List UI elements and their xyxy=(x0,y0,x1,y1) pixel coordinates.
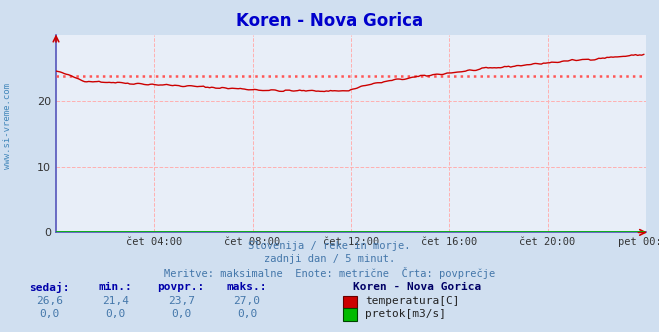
Text: Slovenija / reke in morje.: Slovenija / reke in morje. xyxy=(248,241,411,251)
Text: povpr.:: povpr.: xyxy=(158,282,205,292)
Text: 0,0: 0,0 xyxy=(40,309,59,319)
Text: 23,7: 23,7 xyxy=(168,296,194,306)
Text: zadnji dan / 5 minut.: zadnji dan / 5 minut. xyxy=(264,254,395,264)
Text: 27,0: 27,0 xyxy=(234,296,260,306)
Text: 21,4: 21,4 xyxy=(102,296,129,306)
Text: 26,6: 26,6 xyxy=(36,296,63,306)
Text: Koren - Nova Gorica: Koren - Nova Gorica xyxy=(353,282,481,292)
Text: Meritve: maksimalne  Enote: metrične  Črta: povprečje: Meritve: maksimalne Enote: metrične Črta… xyxy=(164,267,495,279)
Text: 0,0: 0,0 xyxy=(171,309,191,319)
Text: temperatura[C]: temperatura[C] xyxy=(365,296,459,306)
Text: 0,0: 0,0 xyxy=(105,309,125,319)
Text: min.:: min.: xyxy=(98,282,132,292)
Text: sedaj:: sedaj: xyxy=(29,282,70,293)
Text: pretok[m3/s]: pretok[m3/s] xyxy=(365,309,446,319)
Text: Koren - Nova Gorica: Koren - Nova Gorica xyxy=(236,12,423,30)
Text: maks.:: maks.: xyxy=(227,282,268,292)
Text: www.si-vreme.com: www.si-vreme.com xyxy=(3,83,13,169)
Text: 0,0: 0,0 xyxy=(237,309,257,319)
